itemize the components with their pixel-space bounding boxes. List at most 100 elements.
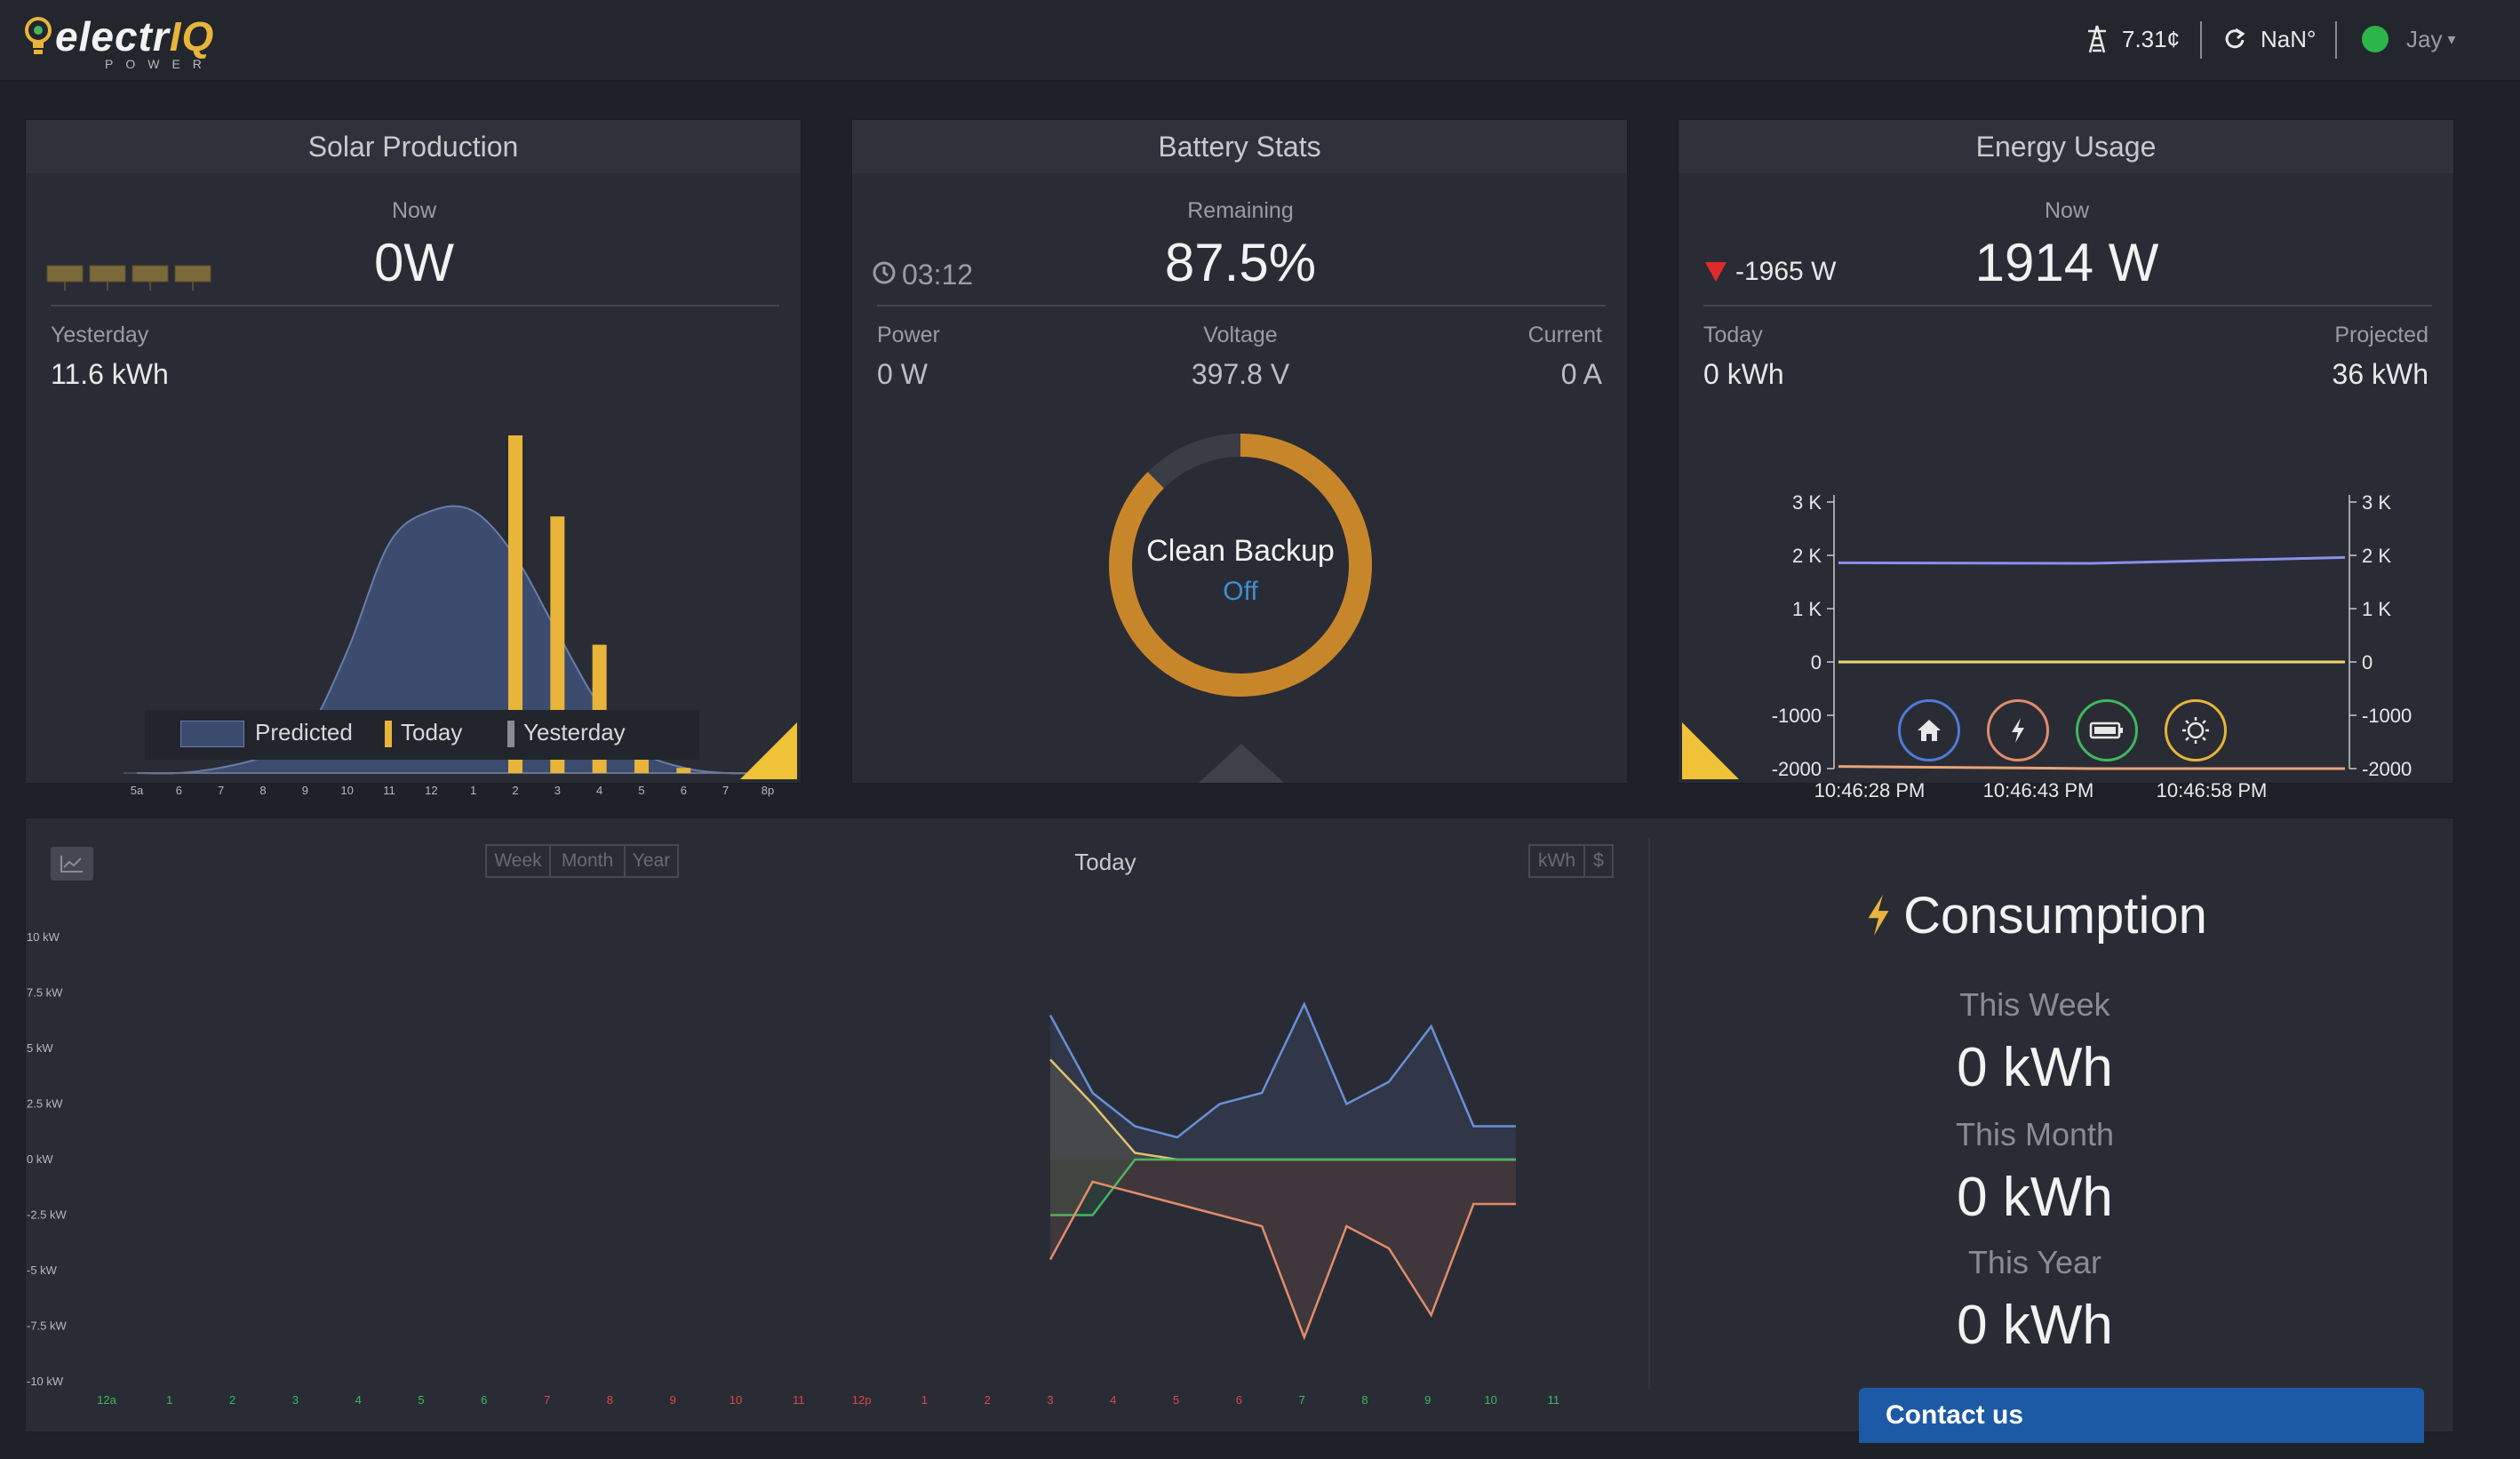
online-status-icon <box>2362 26 2388 52</box>
now-label: Now <box>391 198 436 223</box>
current-label: Current <box>1527 323 1602 347</box>
yesterday-value: 11.6 kWh <box>51 358 169 390</box>
range-year[interactable]: Year <box>624 844 679 878</box>
y-tick-label: 3 K <box>2362 491 2391 514</box>
current-value: 0 A <box>1560 358 1602 390</box>
today-value: 0 kWh <box>1703 358 1784 390</box>
x-tick-label: 2 <box>229 1393 235 1407</box>
y-tick-label: 2 K <box>1792 545 1822 567</box>
grid-button[interactable] <box>1987 699 2049 761</box>
x-tick-label: 5 <box>638 784 644 797</box>
user-menu[interactable]: Jay ▾ <box>2362 21 2456 57</box>
divider <box>877 305 1606 307</box>
projected-value: 36 kWh <box>2332 358 2428 390</box>
y-tick-label: 0 <box>1811 651 1822 674</box>
x-tick-label: 11 <box>1548 1393 1560 1407</box>
range-week[interactable]: Week <box>485 844 551 878</box>
x-tick-label: 12a <box>97 1393 116 1407</box>
x-tick-label: 9 <box>302 784 308 797</box>
weather-indicator[interactable]: NaN° <box>2223 21 2316 57</box>
today-swatch <box>385 721 392 747</box>
x-tick-label: 4 <box>355 1393 362 1407</box>
x-tick-label: 3 <box>554 784 561 797</box>
y-tick-label: 2.5 kW <box>27 1097 63 1111</box>
sun-icon <box>2182 717 2209 744</box>
battery-icon <box>2089 722 2123 739</box>
expand-arrow[interactable] <box>1199 744 1284 783</box>
x-tick-label: 7 <box>1299 1393 1305 1407</box>
mode-label: Clean Backup <box>1146 534 1335 568</box>
x-tick-label: 10 <box>1484 1393 1496 1407</box>
top-bar: electrIQ POWER 7.31¢ NaN° Jay ▾ <box>0 0 2520 82</box>
legend-today[interactable]: Today <box>401 719 463 745</box>
x-tick-label: 1 <box>166 1393 172 1407</box>
today-label: Today <box>1703 323 1763 347</box>
rate-indicator[interactable]: 7.31¢ <box>2085 21 2180 57</box>
logo-subtitle: POWER <box>105 57 214 71</box>
time-remaining: 03:12 <box>902 259 974 291</box>
logo[interactable]: electrIQ POWER <box>23 9 227 73</box>
divider <box>51 305 779 307</box>
x-tick-label: 3 <box>292 1393 299 1407</box>
chart-type-button[interactable] <box>51 847 93 881</box>
home-icon <box>1918 720 1941 741</box>
divider <box>1648 838 1650 1389</box>
history-title: Today <box>1074 849 1136 875</box>
unit-dollar[interactable]: $ <box>1583 844 1614 878</box>
remaining-value: 87.5% <box>1164 233 1317 292</box>
refresh-icon <box>2225 28 2245 49</box>
legend-yesterday[interactable]: Yesterday <box>523 719 626 745</box>
history-chart: 10 kW 7.5 kW 5 kW 2.5 kW 0 kW -2.5 kW -5 kW -7.… <box>27 930 1560 1407</box>
x-tick-label: 7 <box>218 784 224 797</box>
power-tower-icon <box>2088 25 2106 53</box>
x-tick-label: 12p <box>852 1393 872 1407</box>
y-tick-label: -2000 <box>2362 758 2412 780</box>
history-card: Today <box>25 817 2454 1432</box>
x-tick-label: 8 <box>607 1393 613 1407</box>
card-title: Solar Production <box>26 120 801 173</box>
y-tick-label: 3 K <box>1792 491 1822 514</box>
x-tick-label: 10:46:28 PM <box>1814 779 1926 801</box>
week-value: 0 kWh <box>1957 1037 2113 1098</box>
divider <box>1703 305 2432 307</box>
x-tick-label: 4 <box>1110 1393 1116 1407</box>
user-name: Jay <box>2406 25 2443 52</box>
x-tick-label: 7 <box>544 1393 550 1407</box>
rate-value: 7.31¢ <box>2122 25 2181 52</box>
y-tick-label: 10 kW <box>27 930 60 944</box>
month-label: This Month <box>1955 1116 2115 1152</box>
contact-us-button[interactable]: Contact us <box>1859 1388 2424 1443</box>
legend-predicted[interactable]: Predicted <box>255 719 353 745</box>
mode-state[interactable]: Off <box>1223 577 1258 606</box>
solar-production-card: Solar Production Now 0W Yesterday 11.6 k… <box>25 119 801 797</box>
today-bar <box>508 435 522 773</box>
corner-toggle[interactable] <box>1682 722 1739 779</box>
y-tick-label: 2 K <box>2362 545 2391 567</box>
x-tick-label: 11 <box>793 1393 805 1407</box>
energy-chart: 3 K 3 K 2 K 2 K 1 K 1 K 0 0 -1000 -1000 -2000 -2000… <box>1772 491 2412 801</box>
energy-series-line <box>1838 555 2346 565</box>
home-button[interactable] <box>1898 699 1960 761</box>
y-tick-label: -2000 <box>1772 758 1822 780</box>
battery-charge-ring[interactable] <box>1103 427 1378 703</box>
corner-toggle[interactable] <box>740 722 797 779</box>
month-value: 0 kWh <box>1957 1167 2113 1228</box>
x-tick-label: 12 <box>425 784 437 797</box>
x-tick-label: 1 <box>470 784 476 797</box>
now-value: 1914 W <box>1974 233 2159 292</box>
solar-button[interactable] <box>2165 699 2227 761</box>
solar-panels-icon <box>46 265 211 291</box>
y-tick-label: 1 K <box>2362 598 2391 620</box>
x-tick-label: 8 <box>1361 1393 1368 1407</box>
range-month[interactable]: Month <box>549 844 626 878</box>
x-tick-label: 8p <box>762 784 774 797</box>
x-tick-label: 6 <box>481 1393 487 1407</box>
x-tick-label: 6 <box>681 784 687 797</box>
battery-button[interactable] <box>2076 699 2138 761</box>
unit-kwh[interactable]: kWh <box>1528 844 1585 878</box>
x-tick-label: 11 <box>383 784 395 797</box>
now-value: 0W <box>374 233 454 292</box>
x-tick-label: 8 <box>259 784 266 797</box>
card-title: Energy Usage <box>1679 120 2453 173</box>
x-tick-label: 10:46:58 PM <box>2157 779 2268 801</box>
